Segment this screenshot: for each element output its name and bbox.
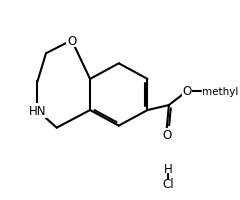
Text: O: O [182,85,192,98]
Text: H: H [164,163,172,175]
Text: O: O [162,128,171,141]
Text: O: O [67,35,76,47]
Text: HN: HN [29,105,46,117]
Text: Cl: Cl [162,178,174,190]
Text: methyl: methyl [202,87,238,96]
